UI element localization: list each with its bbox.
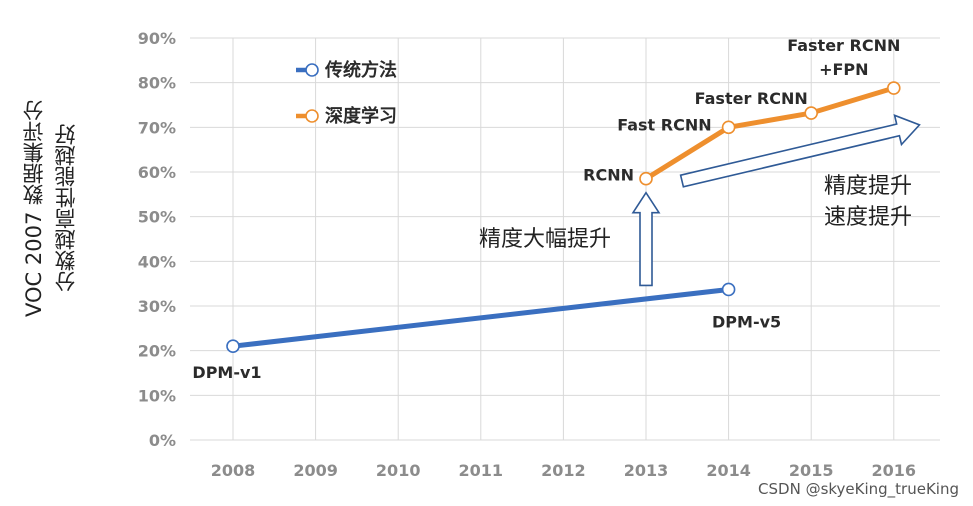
data-label: DPM-v1 [192,363,261,382]
x-tick-label: 2015 [789,461,834,480]
x-tick-label: 2012 [541,461,586,480]
diagonal-arrow-label: 精度提升 [824,174,912,199]
data-point [886,81,901,95]
legend-label: 传统方法 [324,59,397,81]
series-layer: DPM-v1 DPM-v5 RCNN Fast RCNN Faster RCNN Fast… [192,36,901,382]
data-label: Faster RCNN [695,89,808,108]
x-tick-label: 2010 [376,461,421,480]
y-tick-label: 20% [138,342,176,361]
y-tick-label: 0% [149,431,176,450]
diagonal-arrow-shape [679,114,921,188]
diagonal-arrow-label: 速度提升 [824,205,912,230]
y-tick-label: 80% [138,74,176,93]
data-point [721,282,736,297]
data-label: RCNN [583,166,634,185]
y-tick-label: 60% [138,163,176,182]
series-line [644,85,895,181]
y-tick-label: 30% [138,297,176,316]
legend-swatch-marker [305,109,319,123]
series-line [232,286,729,349]
data-label: Faster RCNN [787,36,900,55]
vertical-block-arrow [631,191,661,287]
data-point [721,120,736,135]
x-tick-label: 2011 [459,461,504,480]
y-tick-label: 90% [138,29,176,48]
watermark-text: CSDN @skyeKing_trueKing [758,480,959,498]
data-point [226,339,240,354]
x-tick-label: 2008 [211,461,256,480]
x-tick-label: 2009 [293,461,338,480]
data-point [639,171,653,186]
up-arrow-label: 精度大幅提升 [479,227,611,252]
y-axis-ticks: 0% 10% 20% 30% 40% 50% 60% 70% 80% 90% [138,29,176,450]
y-tick-label: 40% [138,252,176,271]
legend-swatch-marker [305,63,319,77]
data-label: Fast RCNN [617,115,711,134]
data-point [804,106,819,120]
legend-label: 深度学习 [325,105,397,127]
data-label: +FPN [819,60,868,79]
y-tick-label: 10% [138,386,176,405]
x-tick-label: 2016 [872,461,917,480]
y-tick-label: 50% [138,208,176,227]
data-label: DPM-v5 [712,312,781,331]
diagonal-block-arrow [679,114,921,188]
y-tick-label: 70% [138,118,176,137]
x-tick-label: 2014 [706,461,751,480]
x-tick-label: 2013 [624,461,669,480]
x-axis-ticks: 2008 2009 2010 2011 2012 2013 2014 2015 2016 [211,461,916,480]
